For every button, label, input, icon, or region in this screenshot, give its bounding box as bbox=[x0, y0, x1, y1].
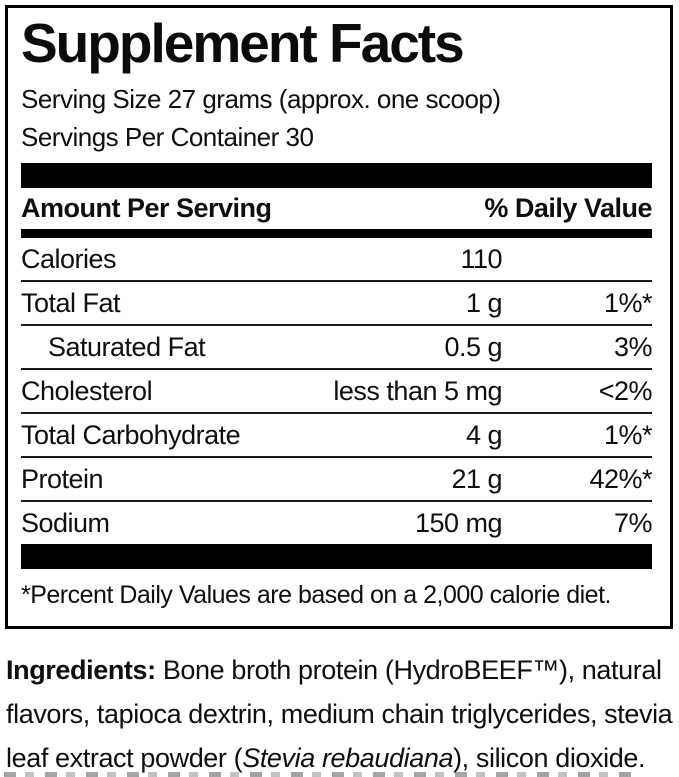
ingredients-text-segment: Stevia rebaudiana bbox=[242, 743, 454, 773]
supplement-facts-title: Supplement Facts bbox=[21, 12, 465, 74]
divider-bar-medium bbox=[21, 229, 652, 238]
nutrient-name: Calories bbox=[21, 243, 117, 274]
nutrient-daily-value: 1%* bbox=[603, 419, 653, 450]
amount-per-serving-header: Amount Per Serving bbox=[21, 193, 272, 223]
divider-bar-thick-top bbox=[21, 163, 652, 188]
nutrient-daily-value: 42%* bbox=[589, 463, 652, 494]
serving-size-text: Serving Size 27 grams (approx. one scoop… bbox=[21, 84, 501, 114]
daily-value-footnote: *Percent Daily Values are based on a 2,0… bbox=[21, 581, 611, 609]
nutrient-amount: 0.5 g bbox=[444, 331, 502, 362]
ingredients-text-segment: ), silicon dioxide. bbox=[453, 743, 646, 773]
nutrient-name: Sodium bbox=[21, 507, 110, 538]
divider-bar-thick-bottom bbox=[21, 544, 652, 569]
nutrient-amount: 150 mg bbox=[414, 507, 503, 538]
nutrient-name: Total Carbohydrate bbox=[21, 419, 241, 450]
ingredients-paragraph: Ingredients: Bone broth protein (HydroBE… bbox=[6, 648, 674, 777]
table-row: Protein 21 g 42%* bbox=[21, 458, 653, 502]
table-header-row: Amount Per Serving % Daily Value bbox=[21, 188, 652, 229]
servings-per-container-text: Servings Per Container 30 bbox=[21, 122, 314, 152]
nutrient-daily-value: <2% bbox=[598, 375, 653, 406]
table-row: Calories 110 bbox=[21, 238, 652, 282]
nutrient-name: Total Fat bbox=[21, 287, 121, 318]
nutrient-name: Cholesterol bbox=[21, 375, 153, 406]
table-row: Saturated Fat 0.5 g 3% bbox=[21, 326, 653, 370]
nutrient-amount: 4 g bbox=[465, 419, 503, 450]
cut-off-next-line-remnant bbox=[4, 772, 634, 777]
table-row: Total Fat 1 g 1%* bbox=[21, 282, 653, 326]
daily-value-header: % Daily Value bbox=[484, 193, 652, 223]
nutrient-daily-value: 7% bbox=[613, 507, 653, 538]
nutrient-name: Protein bbox=[21, 463, 104, 494]
ingredients-text-segment: Bone broth protein (HydroBEEF™), natural bbox=[155, 655, 662, 685]
ingredients-text-segment: leaf extract powder ( bbox=[6, 743, 243, 773]
nutrient-daily-value: 1%* bbox=[603, 287, 653, 318]
nutrient-daily-value: 3% bbox=[613, 331, 653, 362]
table-row: Total Carbohydrate 4 g 1%* bbox=[21, 414, 653, 458]
supplement-facts-panel: Supplement Facts Serving Size 27 grams (… bbox=[5, 5, 673, 629]
ingredients-text-segment: Ingredients: bbox=[6, 655, 156, 685]
nutrient-amount: 21 g bbox=[451, 463, 502, 494]
nutrient-name: Saturated Fat bbox=[48, 331, 206, 362]
nutrient-amount: 110 bbox=[460, 243, 502, 274]
ingredients-text-segment: flavors, tapioca dextrin, medium chain t… bbox=[6, 699, 673, 729]
nutrient-amount: 1 g bbox=[465, 287, 503, 318]
table-row: Cholesterol less than 5 mg <2% bbox=[21, 370, 653, 414]
nutrient-amount: less than 5 mg bbox=[333, 375, 502, 406]
table-row: Sodium 150 mg 7% bbox=[21, 502, 653, 544]
nutrient-rows: Calories 110 Total Fat 1 g 1%* Saturated… bbox=[21, 238, 653, 544]
panel-content: Supplement Facts Serving Size 27 grams (… bbox=[8, 8, 670, 610]
